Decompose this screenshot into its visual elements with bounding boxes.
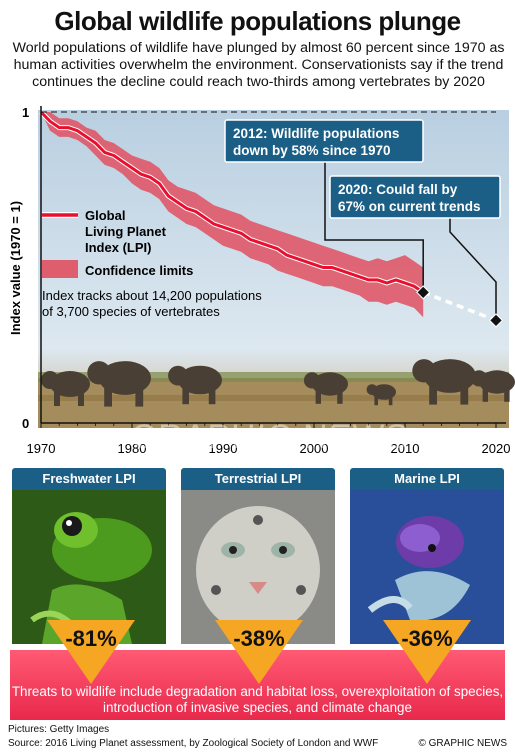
legend-label-line: Living Planet — [85, 224, 167, 239]
terrestrial-value: -38% — [233, 626, 285, 651]
lpi-line — [39, 110, 425, 294]
watermark-text: GRAPHIC NEWS — [131, 418, 409, 456]
index-note-line: of 3,700 species of vertebrates — [42, 304, 220, 319]
down-triangle-icon — [383, 620, 471, 684]
projection-line — [422, 290, 497, 323]
snow-leopard-photo — [181, 490, 335, 644]
callout-2020-box — [329, 175, 501, 219]
x-tick-label: 2010 — [391, 441, 420, 456]
elephant-leg — [504, 387, 510, 402]
elephant-head — [412, 359, 436, 383]
callout-2012-line: 2012: Wildlife populations — [233, 126, 399, 141]
freshwater-label: Freshwater LPI — [12, 468, 166, 490]
elephant-leg — [78, 390, 84, 406]
freshwater-value: -81% — [65, 626, 117, 651]
x-tick-label: 1970 — [27, 441, 56, 456]
elephant-head — [168, 365, 188, 386]
down-triangle-icon — [47, 620, 135, 684]
freshwater-panel: Freshwater LPI — [12, 468, 166, 644]
marine-badge: -36% — [383, 620, 471, 684]
marine-label: Marine LPI — [350, 468, 504, 490]
elephant-leg — [315, 389, 321, 404]
elephant-head — [303, 372, 321, 389]
terrestrial-panel: Terrestrial LPI — [181, 468, 335, 644]
intro-text: World populations of wildlife have plung… — [12, 40, 505, 90]
terrestrial-label: Terrestrial LPI — [181, 468, 335, 490]
callout-2012-leader — [324, 158, 424, 293]
marker-2020 — [488, 313, 504, 328]
page-title: Global wildlife populations plunge — [54, 6, 461, 36]
elephant-leg — [54, 390, 60, 406]
elephant-leg — [182, 386, 189, 405]
legend-band-label: Confidence limits — [85, 263, 193, 278]
elephant-head — [87, 361, 111, 385]
marine-panel: Marine LPI — [350, 468, 504, 644]
y-tick-label: 0 — [22, 416, 29, 431]
legend-label-line: Global — [85, 208, 125, 223]
terrestrial-badge: -38% — [215, 620, 303, 684]
y-tick-label: 1 — [22, 105, 29, 120]
callout-2020-line: 2020: Could fall by — [338, 182, 458, 197]
freshwater-badge: -81% — [47, 620, 135, 684]
callout-2020-line: 67% on current trends — [338, 199, 481, 214]
elephant-leg — [208, 386, 216, 405]
index-note-line: Index tracks about 14,200 populations — [42, 288, 262, 303]
elephant-leg — [460, 383, 469, 405]
threats-text: Threats to wildlife include degradation … — [11, 684, 504, 715]
marker-2012 — [416, 285, 431, 300]
elephant-leg — [135, 385, 144, 407]
elephant-leg — [104, 385, 112, 407]
callout-2012-box — [224, 119, 424, 163]
elephant-herd-photo — [38, 359, 515, 428]
elephant-head — [41, 371, 59, 389]
legend-label-line: Index (LPI) — [85, 240, 151, 255]
x-tick-label: 2020 — [482, 441, 511, 456]
marine-value: -36% — [401, 626, 453, 651]
elephant-head — [470, 370, 488, 387]
elephant-leg — [482, 387, 488, 402]
elephant-leg — [337, 389, 343, 404]
x-tick-label: 1990 — [209, 441, 238, 456]
y-axis-label: Index value (1970 = 1) — [8, 201, 23, 335]
down-triangle-icon — [215, 620, 303, 684]
elephant-leg — [429, 383, 437, 405]
x-tick-label: 2000 — [300, 441, 329, 456]
publisher-credit: © GRAPHIC NEWS — [418, 738, 508, 749]
sea-turtle-photo — [350, 490, 504, 644]
legend-band-swatch — [42, 260, 78, 278]
callout-2012-line: down by 58% since 1970 — [233, 143, 391, 158]
x-tick-label: 1980 — [118, 441, 147, 456]
lpi-chart: 1970 1980 1990 2000 2010 2020 1 0 Index value (1… — [8, 105, 515, 456]
elephant-head — [366, 384, 378, 395]
source-note: Source: 2016 Living Planet assessment, b… — [8, 738, 379, 749]
pictures-credit: Pictures: Getty Images — [8, 724, 110, 735]
elephant-leg — [374, 395, 378, 406]
elephant-leg — [388, 395, 393, 406]
